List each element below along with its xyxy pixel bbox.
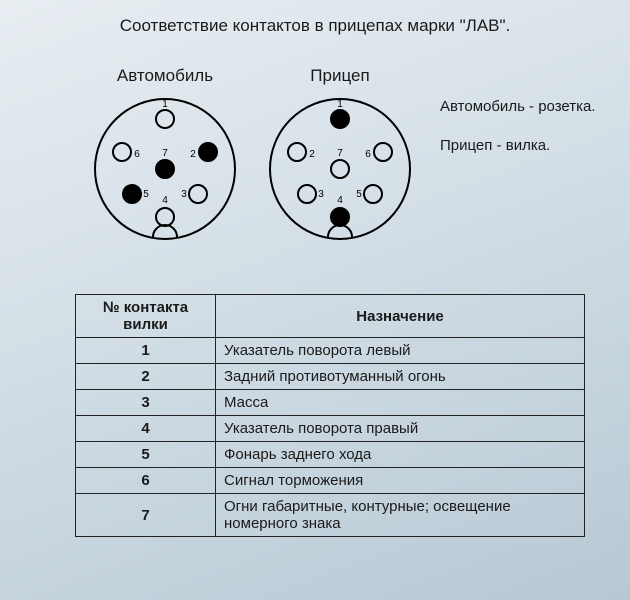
side-notes: Автомобиль - розетка. Прицеп - вилка.	[440, 66, 596, 174]
cell-pin-number: 5	[76, 442, 216, 468]
pin-label-7: 7	[162, 148, 168, 159]
pin-label-6: 6	[134, 149, 140, 160]
pin-5	[123, 185, 141, 203]
cell-pin-number: 7	[76, 494, 216, 537]
pin-label-2: 2	[309, 149, 315, 160]
pin-label-5: 5	[356, 189, 362, 200]
table-row: 2Задний противотуманный огонь	[76, 364, 585, 390]
table-row: 1Указатель поворота левый	[76, 338, 585, 364]
pin-label-1: 1	[162, 99, 168, 110]
pinout-table: № контакта вилки Назначение 1Указатель п…	[75, 294, 585, 537]
pin-label-4: 4	[162, 195, 168, 206]
table-row: 7Огни габаритные, контурные; освещение н…	[76, 494, 585, 537]
pin-3	[298, 185, 316, 203]
pin-label-4: 4	[337, 195, 343, 206]
pin-7	[156, 160, 174, 178]
connector-trailer: Прицеп 1 6 5 4 3 2 7	[265, 66, 415, 244]
pin-3	[189, 185, 207, 203]
pin-2	[288, 143, 306, 161]
cell-purpose: Указатель поворота правый	[216, 416, 585, 442]
pin-1	[156, 110, 174, 128]
pin-label-1: 1	[337, 99, 343, 110]
cell-purpose: Масса	[216, 390, 585, 416]
pin-5	[364, 185, 382, 203]
cell-purpose: Указатель поворота левый	[216, 338, 585, 364]
cell-pin-number: 6	[76, 468, 216, 494]
cell-purpose: Огни габаритные, контурные; освещение но…	[216, 494, 585, 537]
cell-pin-number: 3	[76, 390, 216, 416]
cell-purpose: Задний противотуманный огонь	[216, 364, 585, 390]
cell-pin-number: 2	[76, 364, 216, 390]
page-title: Соответствие контактов в прицепах марки …	[30, 16, 600, 36]
pin-label-3: 3	[181, 189, 187, 200]
connector-trailer-label: Прицеп	[310, 66, 369, 86]
pin-label-7: 7	[337, 148, 343, 159]
diagrams-row: Автомобиль 1 2 3 4 5 6 7 Прицеп 1 6 5 4 3 2 7 Автомо…	[30, 66, 600, 244]
pin-6	[113, 143, 131, 161]
pin-7	[331, 160, 349, 178]
connector-car: Автомобиль 1 2 3 4 5 6 7	[90, 66, 240, 244]
pin-label-3: 3	[318, 189, 324, 200]
table-row: 3Масса	[76, 390, 585, 416]
connector-car-svg: 1 2 3 4 5 6 7	[90, 94, 240, 244]
pin-label-5: 5	[143, 189, 149, 200]
cell-pin-number: 4	[76, 416, 216, 442]
pin-label-6: 6	[365, 149, 371, 160]
cell-pin-number: 1	[76, 338, 216, 364]
pin-label-2: 2	[190, 149, 196, 160]
pin-4	[331, 208, 349, 226]
pin-4	[156, 208, 174, 226]
pin-1	[331, 110, 349, 128]
table-row: 4Указатель поворота правый	[76, 416, 585, 442]
pin-6	[374, 143, 392, 161]
table-row: 6Сигнал торможения	[76, 468, 585, 494]
pin-2	[199, 143, 217, 161]
col-purpose: Назначение	[216, 295, 585, 338]
table-row: 5Фонарь заднего хода	[76, 442, 585, 468]
cell-purpose: Сигнал торможения	[216, 468, 585, 494]
connector-car-label: Автомобиль	[117, 66, 213, 86]
col-pin-number: № контакта вилки	[76, 295, 216, 338]
cell-purpose: Фонарь заднего хода	[216, 442, 585, 468]
connector-trailer-svg: 1 6 5 4 3 2 7	[265, 94, 415, 244]
note-trailer: Прицеп - вилка.	[440, 135, 596, 156]
note-car: Автомобиль - розетка.	[440, 96, 596, 117]
